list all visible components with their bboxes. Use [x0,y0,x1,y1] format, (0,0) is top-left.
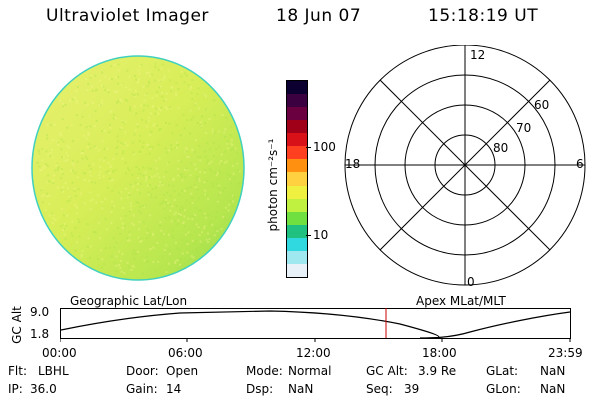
mode-label: Mode: [246,364,283,378]
colorbar-segment [287,224,307,238]
colorbar-segment [287,198,307,212]
lat-label-70: 70 [516,121,531,135]
colorbar-unit-label: photon cm⁻²s⁻¹ [266,138,280,232]
mlt-label-18: 18 [345,157,360,171]
colorbar-tick-mark [306,235,311,236]
colorbar-segment [287,211,307,225]
gcalt-value: 3.9 Re [418,364,457,378]
colorbar-tick-100: 100 [313,140,336,154]
gain-value: 14 [166,382,182,396]
colorbar-segment [287,263,307,277]
uv-earth-image [31,55,245,281]
seq-value: 39 [404,382,420,396]
mlt-label-12: 12 [470,48,485,62]
dsp-label: Dsp: [246,382,274,396]
colorbar-segment [287,159,307,173]
time-label: 15:18:19 UT [428,6,539,26]
polar-mlt-plot: 12 18 6 0 60 70 80 [344,45,586,289]
glat-label: GLat: [486,364,519,378]
lat-label-60: 60 [534,98,549,112]
altitude-timeline [60,308,571,342]
timeline-right-label: Apex MLat/MLT [416,294,506,308]
flt-label: Flt: [8,364,27,378]
door-label: Door: [126,364,159,378]
colorbar-segment [287,250,307,264]
mlt-label-0: 0 [467,275,475,289]
gain-label: Gain: [126,382,158,396]
ip-value: 36.0 [30,382,57,396]
timeline-y-axis-label: GC Alt [10,306,24,344]
colorbar-tick-10: 10 [313,228,329,242]
timeline-y-tick-9: 9.0 [30,305,50,319]
mode-value: Normal [288,364,332,378]
ip-label: IP: [8,382,23,396]
glat-value: NaN [540,364,566,378]
colorbar-segment [287,185,307,199]
colorbar-segment [287,146,307,160]
colorbar-segment [287,94,307,108]
timeline-x-tick-1200: 12:00 [296,346,331,360]
lat-label-80: 80 [493,141,508,155]
mlt-label-6: 6 [576,157,584,171]
date-label: 18 Jun 07 [276,6,362,26]
timeline-x-tick-0600: 06:00 [168,346,203,360]
glon-value: NaN [540,382,566,396]
timeline-y-tick-1.8: 1.8 [30,327,50,341]
timeline-left-label: Geographic Lat/Lon [70,294,188,308]
colorbar [286,80,308,278]
colorbar-tick-mark [306,147,311,148]
colorbar-segment [287,81,307,95]
instrument-title: Ultraviolet Imager [46,6,209,26]
colorbar-segment [287,107,307,121]
colorbar-segment [287,237,307,251]
timeline-x-tick-0000: 00:00 [42,346,77,360]
gcalt-label: GC Alt: [366,364,408,378]
timeline-x-tick-2359: 23:59 [548,346,583,360]
glon-label: GLon: [486,382,521,396]
colorbar-segment [287,120,307,134]
dsp-value: NaN [288,382,314,396]
colorbar-segment [287,172,307,186]
flt-value: LBHL [38,364,69,378]
door-value: Open [166,364,199,378]
seq-label: Seq: [366,382,393,396]
colorbar-segment [287,133,307,147]
timeline-x-tick-1800: 18:00 [422,346,457,360]
